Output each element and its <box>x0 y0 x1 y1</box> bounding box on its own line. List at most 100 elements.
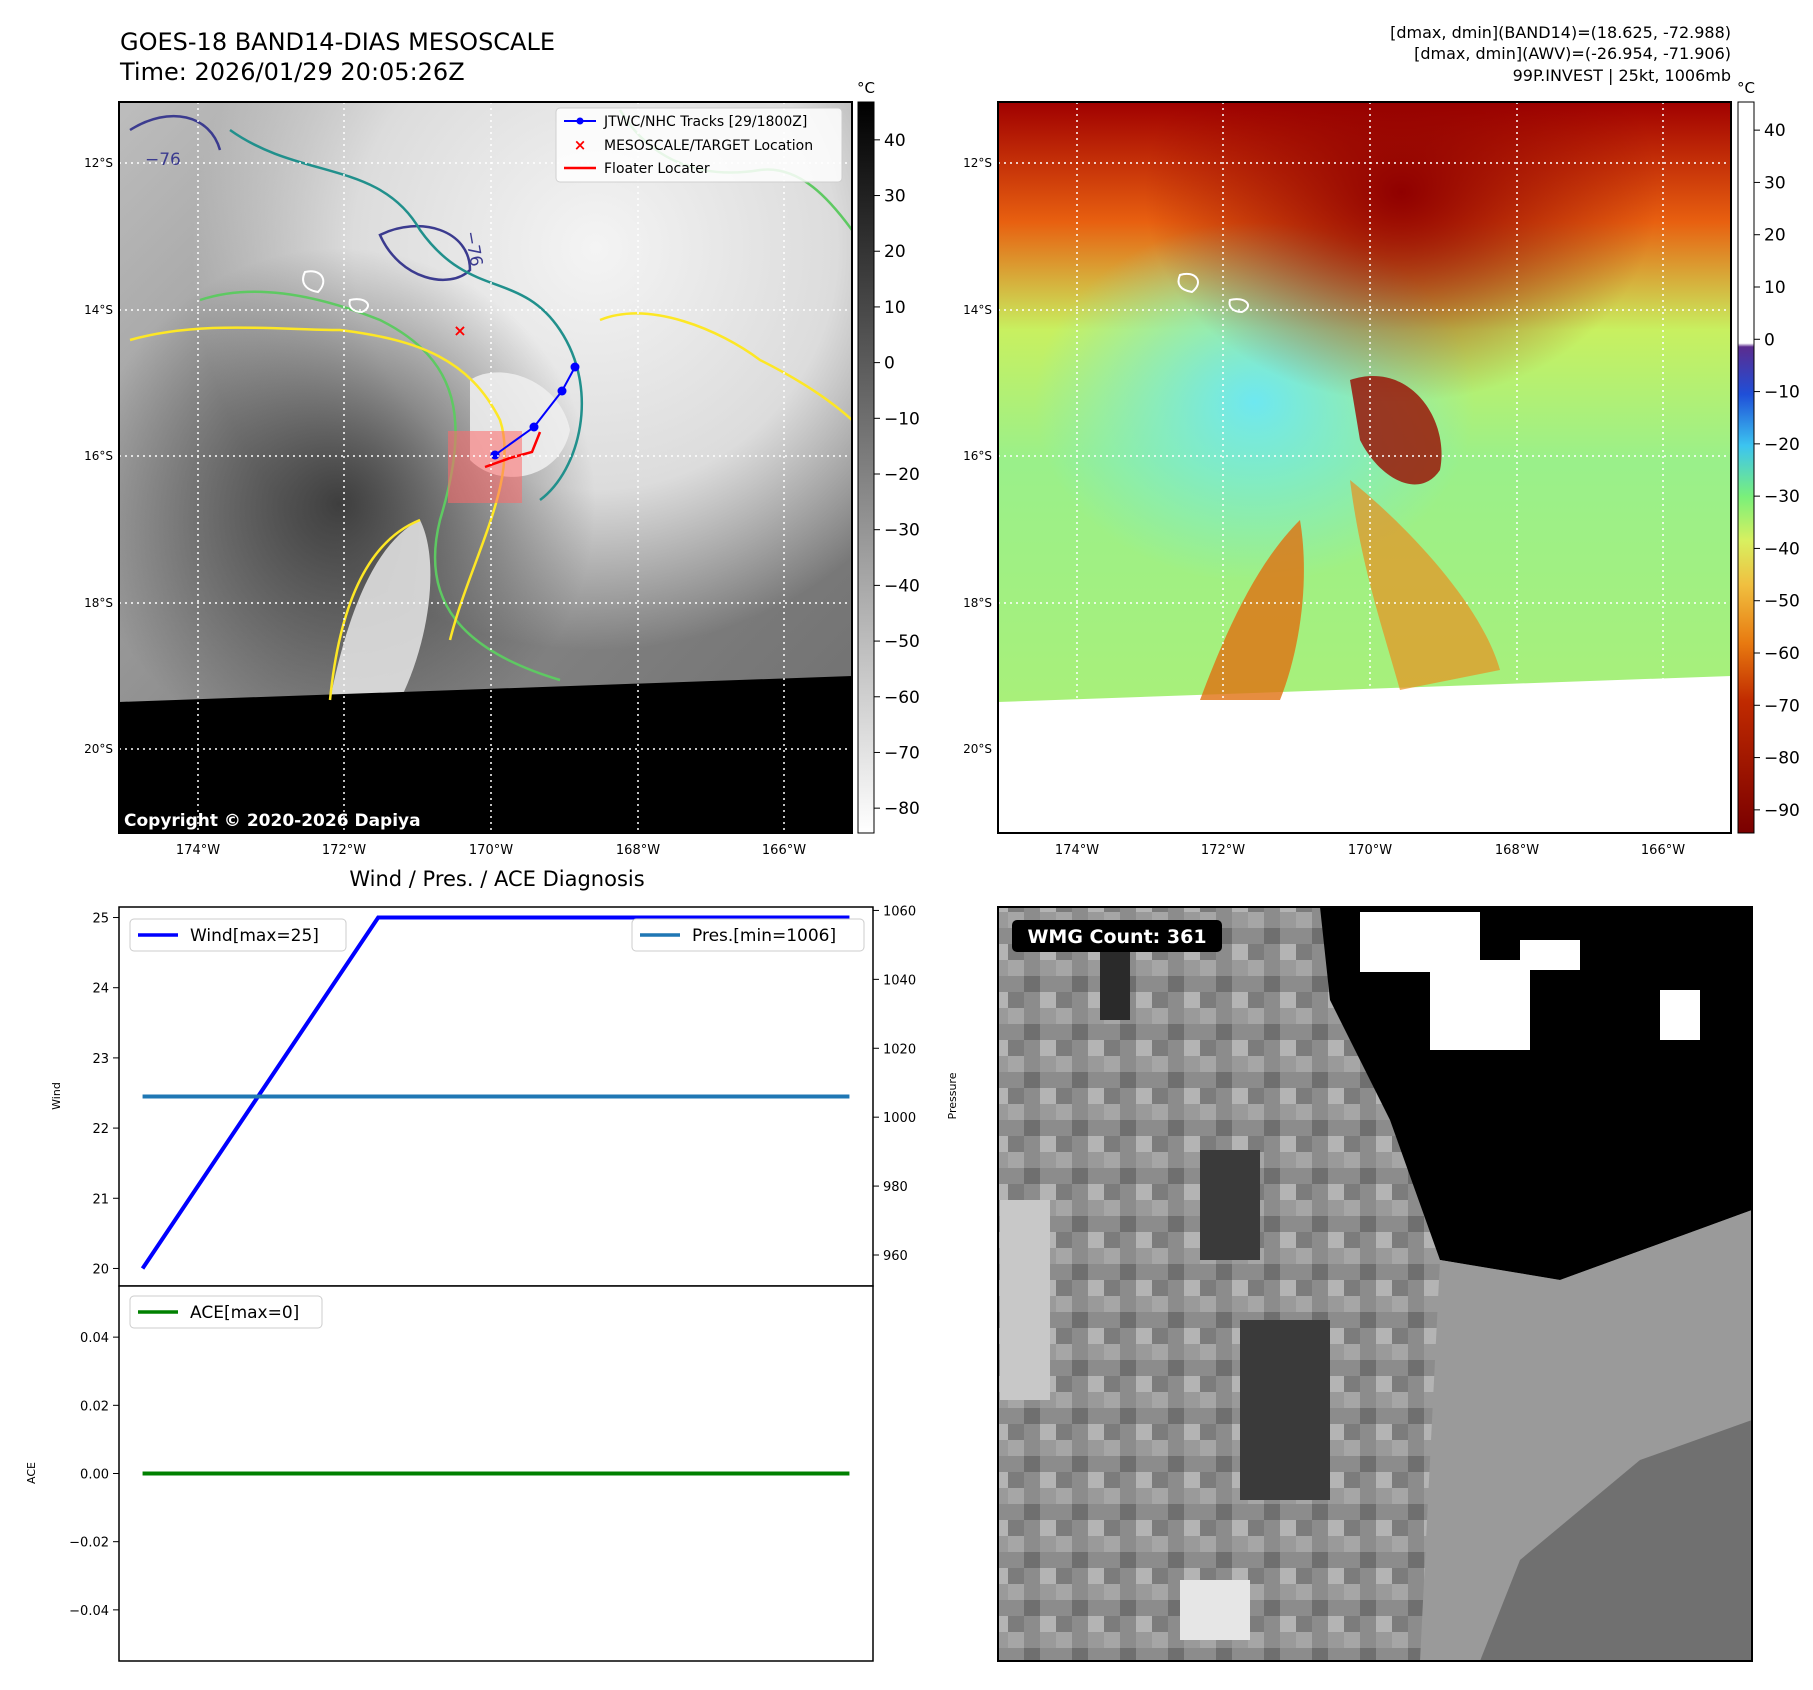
lon-label-ir: 170°W <box>469 843 513 858</box>
awv-colorbar <box>1737 101 1755 834</box>
ir-colorbar-tick-label: −20 <box>884 465 920 485</box>
wind-y-tick-label: 24 <box>92 982 109 997</box>
wind-y-tick-label: 25 <box>92 912 109 927</box>
figure-title: GOES-18 BAND14-DIAS MESOSCALE <box>120 28 555 56</box>
awv-colorbar-tick-label: 30 <box>1764 173 1786 193</box>
ir-legend: JTWC/NHC Tracks [29/1800Z] × MESOSCALE/T… <box>555 107 843 183</box>
awv-frame <box>997 101 1732 834</box>
track-point <box>529 422 539 432</box>
ir-colorbar <box>857 101 875 834</box>
awv-imagery <box>998 102 1731 833</box>
ace-y-tick-label: −0.02 <box>69 1536 109 1551</box>
lon-label-awv: 174°W <box>1055 843 1099 858</box>
pressure-y-tick-label: 1000 <box>883 1111 916 1126</box>
floater-locater-line <box>484 431 542 469</box>
ir-colorbar-tick-label: 40 <box>884 131 906 151</box>
awv-colorbar-tick-label: −30 <box>1764 487 1800 507</box>
ir-colorbar-tick-label: 0 <box>884 354 895 374</box>
pressure-y-tick-label: 1020 <box>883 1042 916 1057</box>
ir-colorbar-tick-label: −10 <box>884 409 920 429</box>
awv-colorbar-tick-label: −10 <box>1764 383 1800 403</box>
ace-legend-label: ACE[max=0] <box>190 1303 299 1323</box>
awv-gridlines <box>998 102 1731 833</box>
ir-frame <box>118 101 853 834</box>
awv-colorbar-tick-label: −50 <box>1764 592 1800 612</box>
lat-label-ir: 12°S <box>84 156 113 170</box>
pressure-legend-label: Pres.[min=1006] <box>692 926 836 946</box>
awv-coastline-upolu <box>1177 272 1199 294</box>
awv-colorbar-tick-label: 0 <box>1764 330 1775 350</box>
ir-imagery: × −76 −76 Copyright © 2020-2026 Dapiya <box>119 102 852 833</box>
ir-colorbar-tick-label: −40 <box>884 576 920 596</box>
pressure-y-tick-label: 960 <box>883 1249 908 1264</box>
ir-colorbar-tick-label: −30 <box>884 521 920 541</box>
ir-colorbar-unit: °C <box>857 79 875 97</box>
awv-colorbar-tick-label: −40 <box>1764 539 1800 559</box>
target-location-marker: × <box>453 321 466 340</box>
lon-label-ir: 172°W <box>322 843 366 858</box>
info-awv-range: [dmax, dmin](AWV)=(-26.954, -71.906) <box>1414 44 1731 63</box>
ir-contour-edge-2 <box>328 518 421 701</box>
ace-y-tick-label: 0.02 <box>80 1399 109 1414</box>
ir-contour-edge <box>129 326 506 641</box>
contour-label: −76 <box>145 150 181 170</box>
track-point <box>557 386 567 396</box>
lat-label-ir: 20°S <box>84 742 113 756</box>
lon-label-awv: 168°W <box>1495 843 1539 858</box>
wind-legend: Wind[max=25] <box>129 918 347 952</box>
wind-y-tick-label: 21 <box>92 1192 109 1207</box>
wmg-count-badge <box>1012 920 1222 952</box>
wmg-imagery <box>998 907 1752 1661</box>
ir-colorbar-tick-label: −50 <box>884 632 920 652</box>
wind-y-tick-label: 22 <box>92 1122 109 1137</box>
legend-swatch-track-marker <box>576 117 584 125</box>
ir-gridlines <box>119 102 852 833</box>
track-point <box>490 450 500 460</box>
ir-contour-mid <box>229 128 584 501</box>
awv-colorbar-unit: °C <box>1737 79 1755 97</box>
wind-axis-label: Wind <box>50 1082 63 1110</box>
ir-coastline-tutuila <box>348 298 369 314</box>
awv-colorbar-ticks: 40 30 20 10 0 −10 −20 −30 −40 −50 −60 −70 −80 −90 <box>1754 121 1800 821</box>
ace-legend: ACE[max=0] <box>129 1295 323 1329</box>
lon-label-awv: 172°W <box>1201 843 1245 858</box>
lat-label-awv: 16°S <box>963 449 992 463</box>
ir-colorbar-tick-label: −70 <box>884 743 920 763</box>
ir-contour-warm <box>199 290 561 682</box>
lat-label-awv: 18°S <box>963 596 992 610</box>
pressure-y-tick-label: 980 <box>883 1180 908 1195</box>
copyright-notice: Copyright © 2020-2026 Dapiya <box>124 811 421 831</box>
awv-colorbar-tick-label: −80 <box>1764 749 1800 769</box>
lat-label-awv: 12°S <box>963 156 992 170</box>
lon-label-awv: 170°W <box>1348 843 1392 858</box>
awv-colorbar-tick-label: 10 <box>1764 278 1786 298</box>
lon-label-ir: 168°W <box>616 843 660 858</box>
wmg-count-text: WMG Count: 361 <box>1027 926 1206 948</box>
map-axis-labels: 12°S 12°S 14°S 14°S 16°S 16°S 18°S 18°S 20°S 20°S… <box>84 156 1685 858</box>
wind-y-tick-label: 20 <box>92 1262 109 1277</box>
ace-y-tick-label: −0.04 <box>69 1604 109 1619</box>
info-band14-range: [dmax, dmin](BAND14)=(18.625, -72.988) <box>1390 23 1731 42</box>
awv-colorbar-tick-label: 40 <box>1764 121 1786 141</box>
diagnosis-title: Wind / Pres. / ACE Diagnosis <box>349 867 644 891</box>
ir-panel: × −76 −76 Copyright © 2020-2026 Dapiya J… <box>118 79 920 834</box>
ir-colorbar-tick-label: −80 <box>884 799 920 819</box>
awv-colorbar-tick-label: −70 <box>1764 696 1800 716</box>
wind-legend-label: Wind[max=25] <box>190 926 319 946</box>
lat-label-ir: 16°S <box>84 449 113 463</box>
lat-label-awv: 14°S <box>963 303 992 317</box>
awv-colorbar-tick-label: −90 <box>1764 801 1800 821</box>
ir-contour-cold <box>129 115 222 151</box>
ace-y-tick-label: 0.04 <box>80 1331 109 1346</box>
ir-coastline-upolu <box>302 270 325 294</box>
jtwc-track-line <box>494 366 576 456</box>
lon-label-ir: 166°W <box>762 843 806 858</box>
pressure-y-tick-label: 1040 <box>883 973 916 988</box>
ir-colorbar-tick-label: −60 <box>884 688 920 708</box>
wind-series-line <box>140 915 850 1270</box>
legend-label-floater: Floater Locater <box>604 161 710 177</box>
awv-panel: °C 40 30 20 10 0 −10 −20 −30 −40 −50 −60 −70 −80 −90 <box>997 79 1800 834</box>
legend-label-target: MESOSCALE/TARGET Location <box>604 138 813 154</box>
ir-colorbar-tick-label: 10 <box>884 298 906 318</box>
legend-swatch-target: × <box>574 136 587 154</box>
